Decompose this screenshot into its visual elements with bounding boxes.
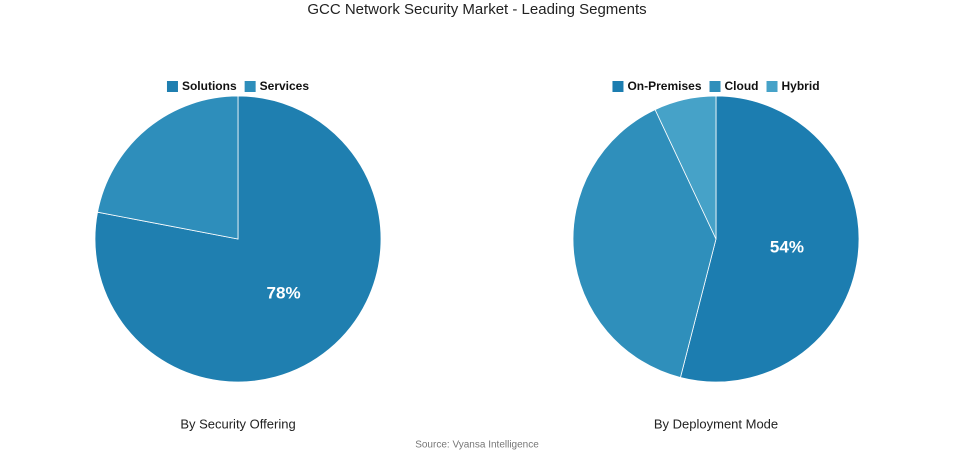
pie-slice: [654, 95, 717, 240]
legend-swatch: [166, 81, 178, 92]
legend: Solutions Services: [166, 79, 310, 93]
pie-slice: [572, 109, 717, 378]
slice-label: 78%: [267, 284, 301, 303]
legend-label: Cloud: [725, 79, 759, 93]
legend-label: Hybrid: [782, 79, 820, 93]
legend-swatch: [766, 81, 778, 92]
legend-swatch: [709, 81, 721, 92]
pie-slice: [679, 95, 860, 383]
chart-subtitle: By Security Offering: [180, 416, 295, 431]
legend-swatch: [244, 81, 256, 92]
legend: On-Premises Cloud Hybrid: [612, 79, 820, 93]
legend-label: On-Premises: [627, 79, 701, 93]
legend-label: Services: [260, 79, 310, 93]
chart-subtitle: By Deployment Mode: [654, 416, 778, 431]
legend-swatch: [612, 81, 624, 92]
pie-slice: [97, 95, 239, 240]
page-title: GCC Network Security Market - Leading Se…: [307, 1, 646, 18]
legend-label: Solutions: [182, 79, 237, 93]
source: Source: Vyansa Intelligence: [415, 440, 539, 451]
slice-label: 54%: [770, 237, 804, 256]
